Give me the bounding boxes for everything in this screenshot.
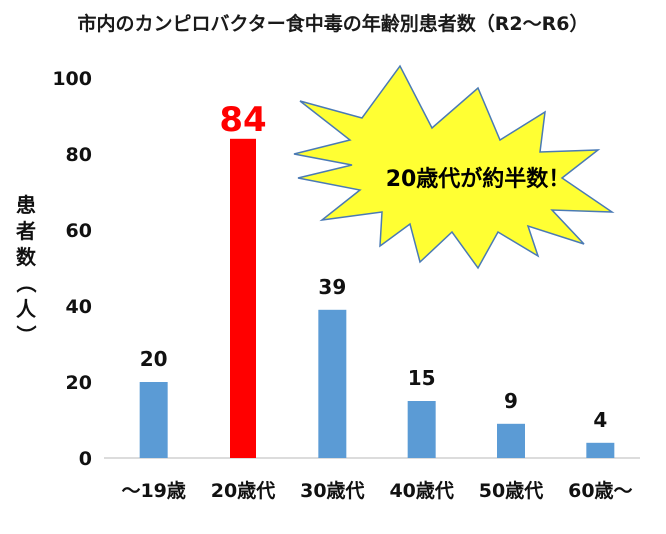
bar <box>586 442 615 458</box>
x-category-label: 〜19歳 <box>121 480 185 502</box>
y-axis-label-char: 人 <box>16 297 37 321</box>
y-tick-label: 60 <box>66 220 92 242</box>
y-axis-label-char: 数 <box>16 245 37 269</box>
bar <box>139 382 168 458</box>
data-label: 20 <box>140 347 168 371</box>
y-tick-label: 0 <box>79 448 92 470</box>
data-label: 9 <box>504 389 518 413</box>
y-tick-label: 20 <box>66 372 92 394</box>
data-label: 39 <box>318 275 346 299</box>
category-labels: 〜19歳 20歳代 30歳代 40歳代 50歳代 60歳〜 <box>121 480 632 502</box>
y-axis-ticks: 0 20 40 60 80 100 <box>52 68 92 470</box>
y-tick-label: 80 <box>66 144 92 166</box>
bar <box>318 309 347 458</box>
y-axis-label-char: ） <box>14 325 38 345</box>
data-label: 15 <box>408 366 436 390</box>
chart-title: 市内のカンピロバクター食中毒の年齢別患者数（R2〜R6） <box>78 12 589 35</box>
y-axis-label: 患者数 （ 人 ） <box>14 193 38 345</box>
x-category-label: 20歳代 <box>211 480 275 502</box>
starburst-shape <box>293 64 615 270</box>
callout-text: 20歳代が約半数！ <box>386 166 571 192</box>
y-axis-label-char: 者 <box>15 219 36 243</box>
bar <box>230 138 256 459</box>
y-tick-label: 100 <box>52 68 92 90</box>
data-labels: 20 84 39 15 9 4 <box>140 100 608 432</box>
bar <box>407 401 436 458</box>
data-label: 4 <box>593 408 607 432</box>
y-tick-label: 40 <box>66 296 92 318</box>
x-category-label: 30歳代 <box>300 480 364 502</box>
x-category-label: 60歳〜 <box>568 480 632 502</box>
data-label: 84 <box>219 100 266 140</box>
x-category-label: 50歳代 <box>479 480 543 502</box>
x-category-label: 40歳代 <box>389 480 453 502</box>
bars <box>139 138 615 459</box>
y-axis-label-char: 患 <box>16 193 36 217</box>
bar <box>497 423 525 458</box>
y-axis-label-char: （ <box>14 273 38 293</box>
callout-starburst: 20歳代が約半数！ <box>293 64 615 270</box>
